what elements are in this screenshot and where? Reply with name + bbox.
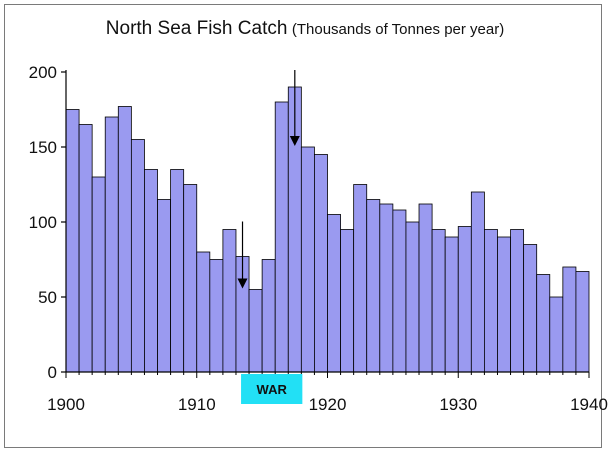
- bar-1938: [562, 266, 577, 373]
- bar-1922: [353, 184, 368, 373]
- arrow-head-2: [289, 136, 300, 146]
- x-tick-label-1940: 1940: [570, 395, 608, 414]
- x-tick-label-1930: 1930: [439, 395, 477, 414]
- bar-1916: [274, 101, 289, 373]
- bar-1933: [497, 236, 511, 373]
- bar-1912: [222, 229, 237, 373]
- y-tick-label-150: 150: [29, 138, 57, 157]
- x-tick-label-1910: 1910: [178, 395, 216, 414]
- x-axis: 1900 1910 1920 1930 1940: [47, 371, 608, 414]
- war-label: WAR: [257, 382, 288, 397]
- y-tick-label-50: 50: [38, 288, 57, 307]
- bar-1929: [444, 236, 459, 373]
- bar-1925: [392, 209, 407, 373]
- bar-1928: [431, 229, 446, 373]
- bars-group: [65, 86, 590, 373]
- bar-1920: [327, 214, 341, 373]
- y-tick-label-200: 200: [29, 63, 57, 82]
- bar-1907: [157, 199, 171, 373]
- chart-title-block: North Sea Fish Catch (Thousands of Tonne…: [0, 18, 610, 40]
- bar-1900: [65, 109, 80, 373]
- y-tick-label-100: 100: [29, 213, 57, 232]
- y-axis: 0 50 100 150 200: [29, 63, 67, 382]
- bar-1935: [523, 244, 538, 373]
- bar-1931: [470, 191, 485, 373]
- bar-1909: [183, 184, 198, 373]
- bar-1932: [483, 229, 498, 373]
- bar-1904: [117, 106, 132, 373]
- bar-1901: [78, 124, 93, 373]
- x-tick-label-1900: 1900: [47, 395, 85, 414]
- bar-1934: [510, 229, 525, 373]
- bar-1926: [405, 221, 420, 373]
- bar-1923: [366, 199, 381, 373]
- x-tick-label-1920: 1920: [309, 395, 347, 414]
- bar-1924: [379, 203, 394, 373]
- annotations-group: WAR: [237, 70, 303, 404]
- bar-1910: [196, 251, 211, 373]
- chart-subtitle: (Thousands of Tonnes per year): [291, 21, 505, 38]
- bar-1905: [130, 139, 145, 373]
- bar-1937: [549, 296, 564, 373]
- bar-1902: [91, 176, 106, 373]
- bar-1906: [144, 169, 158, 373]
- bar-1939: [575, 271, 590, 373]
- bar-1908: [170, 169, 185, 373]
- bar-1927: [418, 203, 433, 373]
- war-label-box: [241, 374, 303, 404]
- bar-1936: [536, 274, 551, 373]
- y-tick-label-0: 0: [48, 363, 57, 382]
- bar-1914: [248, 289, 263, 373]
- bar-1921: [340, 229, 355, 373]
- bar-1915: [261, 259, 276, 373]
- chart-title: North Sea Fish Catch: [105, 18, 288, 39]
- arrow-head-1: [237, 278, 248, 289]
- bar-1903: [104, 116, 119, 373]
- bar-1919: [314, 154, 328, 373]
- bar-1918: [300, 146, 315, 373]
- bar-1930: [457, 226, 472, 373]
- bar-1911: [209, 259, 224, 373]
